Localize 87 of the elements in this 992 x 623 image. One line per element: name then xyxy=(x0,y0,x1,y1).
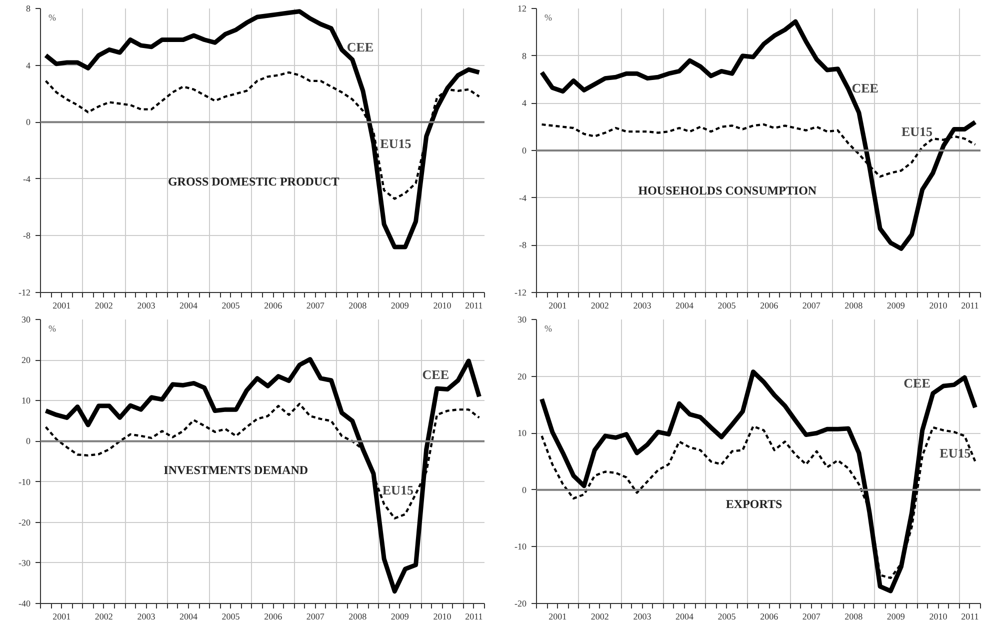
y-tick-label: 4 xyxy=(26,60,31,70)
x-tick-label: 2001 xyxy=(548,612,567,622)
y-axis-title: % xyxy=(48,324,56,334)
x-tick-label: 2008 xyxy=(348,612,368,622)
series-label: CEE xyxy=(904,376,930,391)
y-tick-label: 30 xyxy=(22,314,31,324)
x-tick-label: 2005 xyxy=(718,300,736,310)
x-tick-label: 2003 xyxy=(633,612,652,622)
y-tick-label: -12 xyxy=(18,288,31,298)
y-tick-label: 10 xyxy=(518,428,527,438)
series-label: EU15 xyxy=(940,445,972,460)
x-tick-label: 2002 xyxy=(94,300,113,310)
x-tick-label: 2009 xyxy=(886,612,906,622)
x-tick-label: 2004 xyxy=(180,612,198,622)
x-tick-label: 2002 xyxy=(590,612,609,622)
y-tick-label: -12 xyxy=(514,288,527,298)
y-tick-label: -40 xyxy=(18,598,31,608)
series-label: CEE xyxy=(852,80,878,96)
x-tick-label: 2010 xyxy=(929,300,948,310)
x-tick-label: 2010 xyxy=(929,612,948,622)
text: GROSS DOMESTIC PRODUCT xyxy=(168,174,340,189)
y-tick-label: 12 xyxy=(518,4,526,14)
x-tick-label: 2008 xyxy=(844,300,864,310)
text: INVESTMENTS DEMAND xyxy=(164,463,308,478)
y-tick-label: 8 xyxy=(26,4,31,14)
x-tick-label: 2002 xyxy=(94,612,113,622)
y-tick-label: -10 xyxy=(514,542,527,552)
y-tick-label: -8 xyxy=(23,230,31,241)
text: EXPORTS xyxy=(726,497,783,512)
x-tick-label: 2001 xyxy=(548,300,567,310)
x-tick-label: 2011 xyxy=(961,612,979,622)
text: HOUSEHOLDS CONSUMPTION xyxy=(638,183,817,198)
x-tick-label: 2006 xyxy=(760,612,779,622)
y-tick-label: 20 xyxy=(22,355,31,366)
y-tick-label: -4 xyxy=(519,192,527,203)
series-label: EU15 xyxy=(382,482,414,498)
y-axis-title: % xyxy=(544,324,552,334)
x-tick-label: 2005 xyxy=(718,612,736,622)
x-tick-label: 2003 xyxy=(633,300,652,310)
x-tick-label: 2009 xyxy=(390,300,410,310)
x-tick-label: 2006 xyxy=(264,612,283,622)
y-tick-label: 0 xyxy=(522,146,527,156)
x-tick-label: 2002 xyxy=(590,300,609,310)
x-tick-label: 2001 xyxy=(52,612,71,622)
series-label: CEE xyxy=(346,39,374,54)
x-tick-label: 2003 xyxy=(137,300,156,310)
series-label: EU15 xyxy=(901,124,934,139)
y-tick-label: 4 xyxy=(522,98,527,108)
y-tick-label: -20 xyxy=(18,517,31,528)
y-axis-title: % xyxy=(48,12,56,22)
y-tick-label: 0 xyxy=(26,117,31,128)
x-tick-label: 2008 xyxy=(844,612,864,622)
y-tick-label: -8 xyxy=(519,240,527,250)
x-tick-label: 2004 xyxy=(676,612,694,622)
x-tick-label: 2007 xyxy=(802,300,821,310)
x-tick-label: 2011 xyxy=(961,300,979,310)
x-tick-label: 2006 xyxy=(760,300,779,310)
series-label: EU15 xyxy=(380,136,412,151)
y-axis-title: % xyxy=(544,12,552,22)
x-tick-label: 2007 xyxy=(306,612,325,622)
y-tick-label: 30 xyxy=(518,314,527,324)
x-tick-label: 2006 xyxy=(264,300,283,310)
x-tick-label: 2003 xyxy=(137,612,156,622)
x-tick-label: 2007 xyxy=(802,612,821,622)
y-tick-label: 20 xyxy=(518,371,527,382)
y-tick-label: 0 xyxy=(26,436,31,446)
x-tick-label: 2008 xyxy=(348,300,368,310)
x-tick-label: 2005 xyxy=(222,300,240,310)
y-tick-label: -30 xyxy=(18,558,31,568)
x-tick-label: 2011 xyxy=(465,612,483,622)
y-tick-label: -10 xyxy=(18,476,31,487)
x-tick-label: 2007 xyxy=(306,300,325,310)
x-tick-label: 2001 xyxy=(52,300,71,310)
series-label: CEE xyxy=(422,366,450,382)
y-tick-label: 10 xyxy=(22,396,31,406)
x-tick-label: 2009 xyxy=(390,612,410,622)
y-tick-label: -4 xyxy=(23,174,31,184)
x-tick-label: 2010 xyxy=(433,612,452,622)
x-tick-label: 2011 xyxy=(465,300,483,310)
y-tick-label: 8 xyxy=(522,50,527,61)
x-tick-label: 2004 xyxy=(180,300,198,310)
x-tick-label: 2010 xyxy=(433,300,452,310)
y-tick-label: 0 xyxy=(522,484,527,495)
y-tick-label: -20 xyxy=(514,598,527,608)
x-tick-label: 2004 xyxy=(676,300,694,310)
x-tick-label: 2009 xyxy=(886,300,906,310)
x-tick-label: 2005 xyxy=(222,612,240,622)
